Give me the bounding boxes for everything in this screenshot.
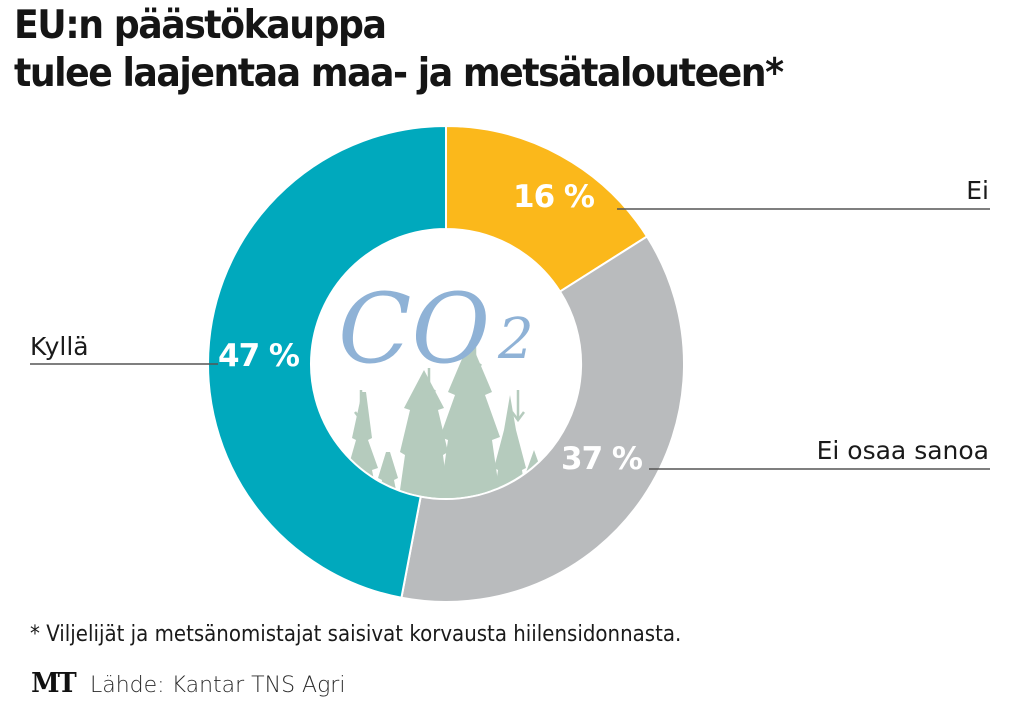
tree-arrows	[354, 340, 525, 423]
value-label-ei: 16 %	[513, 179, 595, 215]
mt-logo: MT	[31, 668, 77, 699]
value-label-ei-osaa-sanoa: 37 %	[561, 441, 643, 477]
value-label-kylla: 47 %	[218, 338, 300, 374]
category-label-ei: Ei	[966, 176, 989, 205]
svg-text:CO: CO	[338, 273, 490, 385]
source-line: MT Lähde: Kantar TNS Agri	[30, 668, 345, 699]
svg-text:2: 2	[497, 307, 534, 372]
slice-ei-osaa-sanoa[interactable]	[400, 235, 685, 603]
chart-title: EU:n päästökauppa tulee laajentaa maa- j…	[14, 2, 784, 98]
footnote: * Viljelijät ja metsänomistajat saisivat…	[30, 622, 682, 647]
chart-title-line-1: EU:n päästökauppa	[14, 3, 387, 48]
source-text: Lähde: Kantar TNS Agri	[89, 673, 346, 698]
slice-kylla[interactable]	[207, 124, 447, 599]
category-label-kylla: Kyllä	[30, 332, 89, 361]
category-label-ei-osaa-sanoa: Ei osaa sanoa	[817, 436, 989, 465]
co2-icon: CO 2	[338, 273, 534, 385]
chart-title-line-2: tulee laajentaa maa- ja metsätalouteen*	[14, 51, 784, 96]
